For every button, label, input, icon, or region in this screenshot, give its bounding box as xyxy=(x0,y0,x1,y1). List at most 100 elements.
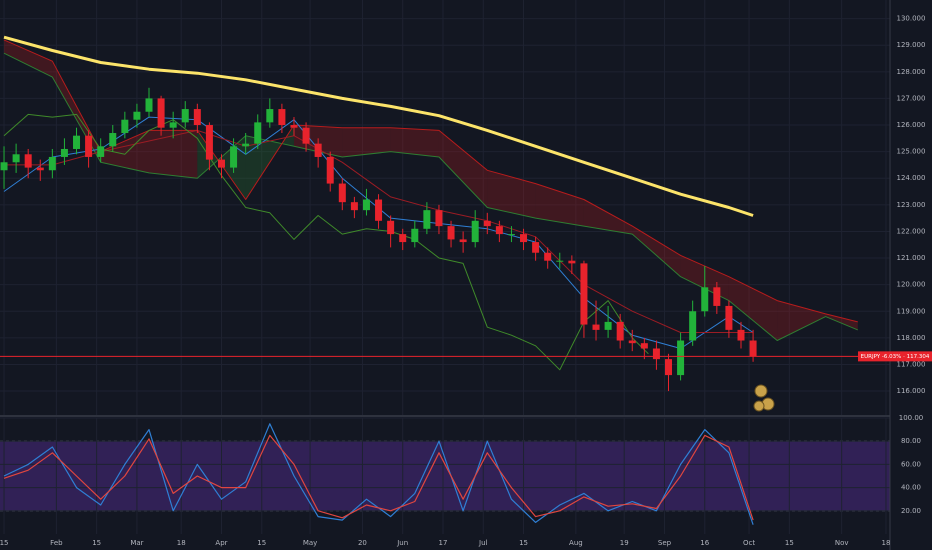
candle-body xyxy=(133,111,141,120)
candle-body xyxy=(12,154,20,163)
candle-body xyxy=(193,109,201,126)
cloud-fill xyxy=(535,183,584,227)
candle-body xyxy=(556,260,564,262)
candle-body xyxy=(326,156,334,184)
candle-body xyxy=(652,348,660,360)
candle-body xyxy=(532,242,540,253)
candle-body xyxy=(701,287,709,312)
cloud-fill xyxy=(342,127,391,157)
coin xyxy=(753,400,765,412)
candle-body xyxy=(109,133,117,147)
candle-body xyxy=(375,199,383,221)
price-tag xyxy=(858,351,932,362)
coin xyxy=(754,384,768,398)
candle-body xyxy=(157,98,165,128)
candle-body xyxy=(85,135,93,157)
candle-body xyxy=(36,167,44,171)
y-tick-label: 118.000 xyxy=(897,334,926,342)
candle-body xyxy=(435,210,443,227)
stoch-line xyxy=(3,434,754,521)
plot-layer xyxy=(0,0,890,534)
y-tick-label: 122.000 xyxy=(897,227,926,235)
cloud-fill xyxy=(728,276,778,341)
candle-body xyxy=(580,263,588,325)
cloud-fill xyxy=(390,127,439,157)
candle-body xyxy=(495,226,503,235)
cloud-fill xyxy=(487,170,536,219)
price-tag-label: EURJPY -6.03% · 117.304 xyxy=(861,354,930,360)
x-tick-label: 15 xyxy=(519,539,528,547)
candle-body xyxy=(350,202,358,211)
candle-body xyxy=(242,143,250,147)
candle-body xyxy=(640,343,648,349)
cloud-fill xyxy=(825,313,858,330)
x-tick-label: Mar xyxy=(130,539,143,547)
candle-body xyxy=(447,226,455,240)
x-tick-label: Nov xyxy=(835,539,849,547)
candle-body xyxy=(411,228,419,243)
candle-body xyxy=(507,234,515,236)
candle-body xyxy=(145,98,153,112)
logo-icon xyxy=(753,384,775,412)
y-tick-label: 125.000 xyxy=(897,148,926,156)
candle-body xyxy=(737,329,745,341)
candle-body xyxy=(423,210,431,229)
candle-body xyxy=(24,154,32,168)
y-tick-label: 121.000 xyxy=(897,254,926,262)
candle-body xyxy=(302,127,310,144)
y-tick-label: 119.000 xyxy=(897,307,926,315)
x-tick-label: Oct xyxy=(743,539,755,547)
candle-body xyxy=(616,321,624,341)
x-tick-label: 18 xyxy=(177,539,186,547)
candle-body xyxy=(73,135,81,149)
y-tick-label: 120.000 xyxy=(897,281,926,289)
candle-body xyxy=(314,143,322,157)
stoch-band xyxy=(0,441,890,511)
candle-body xyxy=(181,109,189,123)
candle-body xyxy=(97,146,105,157)
candle-body xyxy=(713,287,721,306)
cloud-fill xyxy=(583,199,633,235)
y-tick-label: 100.00 xyxy=(899,414,924,422)
cloud-fill xyxy=(632,226,681,277)
candle-body xyxy=(254,122,262,144)
candle-body xyxy=(471,220,479,243)
candle-body xyxy=(362,199,370,211)
candle-body xyxy=(628,340,636,344)
candle-body xyxy=(677,340,685,376)
x-tick-label: 17 xyxy=(439,539,448,547)
x-tick-label: Aug xyxy=(569,539,583,547)
candle-body xyxy=(725,305,733,330)
candle-body xyxy=(665,359,673,376)
candle-body xyxy=(520,234,528,243)
y-tick-label: 117.000 xyxy=(897,360,926,368)
cloud-fill xyxy=(149,130,198,179)
x-tick-label: 15 xyxy=(785,539,794,547)
candle-body xyxy=(48,156,56,171)
cloud-fill xyxy=(4,39,53,78)
x-tick-label: Apr xyxy=(215,539,227,547)
candle-body xyxy=(604,321,612,330)
candle-body xyxy=(459,239,467,243)
y-tick-label: 123.000 xyxy=(897,201,926,209)
x-tick-label: 20 xyxy=(358,539,367,547)
candle-body xyxy=(217,159,225,168)
candle-body xyxy=(483,220,491,227)
candle-body xyxy=(338,183,346,203)
candle-body xyxy=(749,340,757,357)
y-tick-label: 130.000 xyxy=(897,15,926,23)
x-tick-label: Feb xyxy=(50,539,63,547)
candle-body xyxy=(689,311,697,341)
overlay-line xyxy=(3,113,649,371)
overlay-line xyxy=(4,129,754,333)
overlay-line xyxy=(3,35,754,217)
x-tick-label: May xyxy=(303,539,317,547)
y-tick-label: 60.00 xyxy=(901,460,921,468)
x-tick-label: 19 xyxy=(620,539,629,547)
cloud-span-a xyxy=(3,52,858,341)
candle-body xyxy=(60,148,68,157)
y-tick-label: 116.000 xyxy=(897,387,926,395)
y-tick-label: 127.000 xyxy=(897,94,926,102)
candle-body xyxy=(568,260,576,264)
